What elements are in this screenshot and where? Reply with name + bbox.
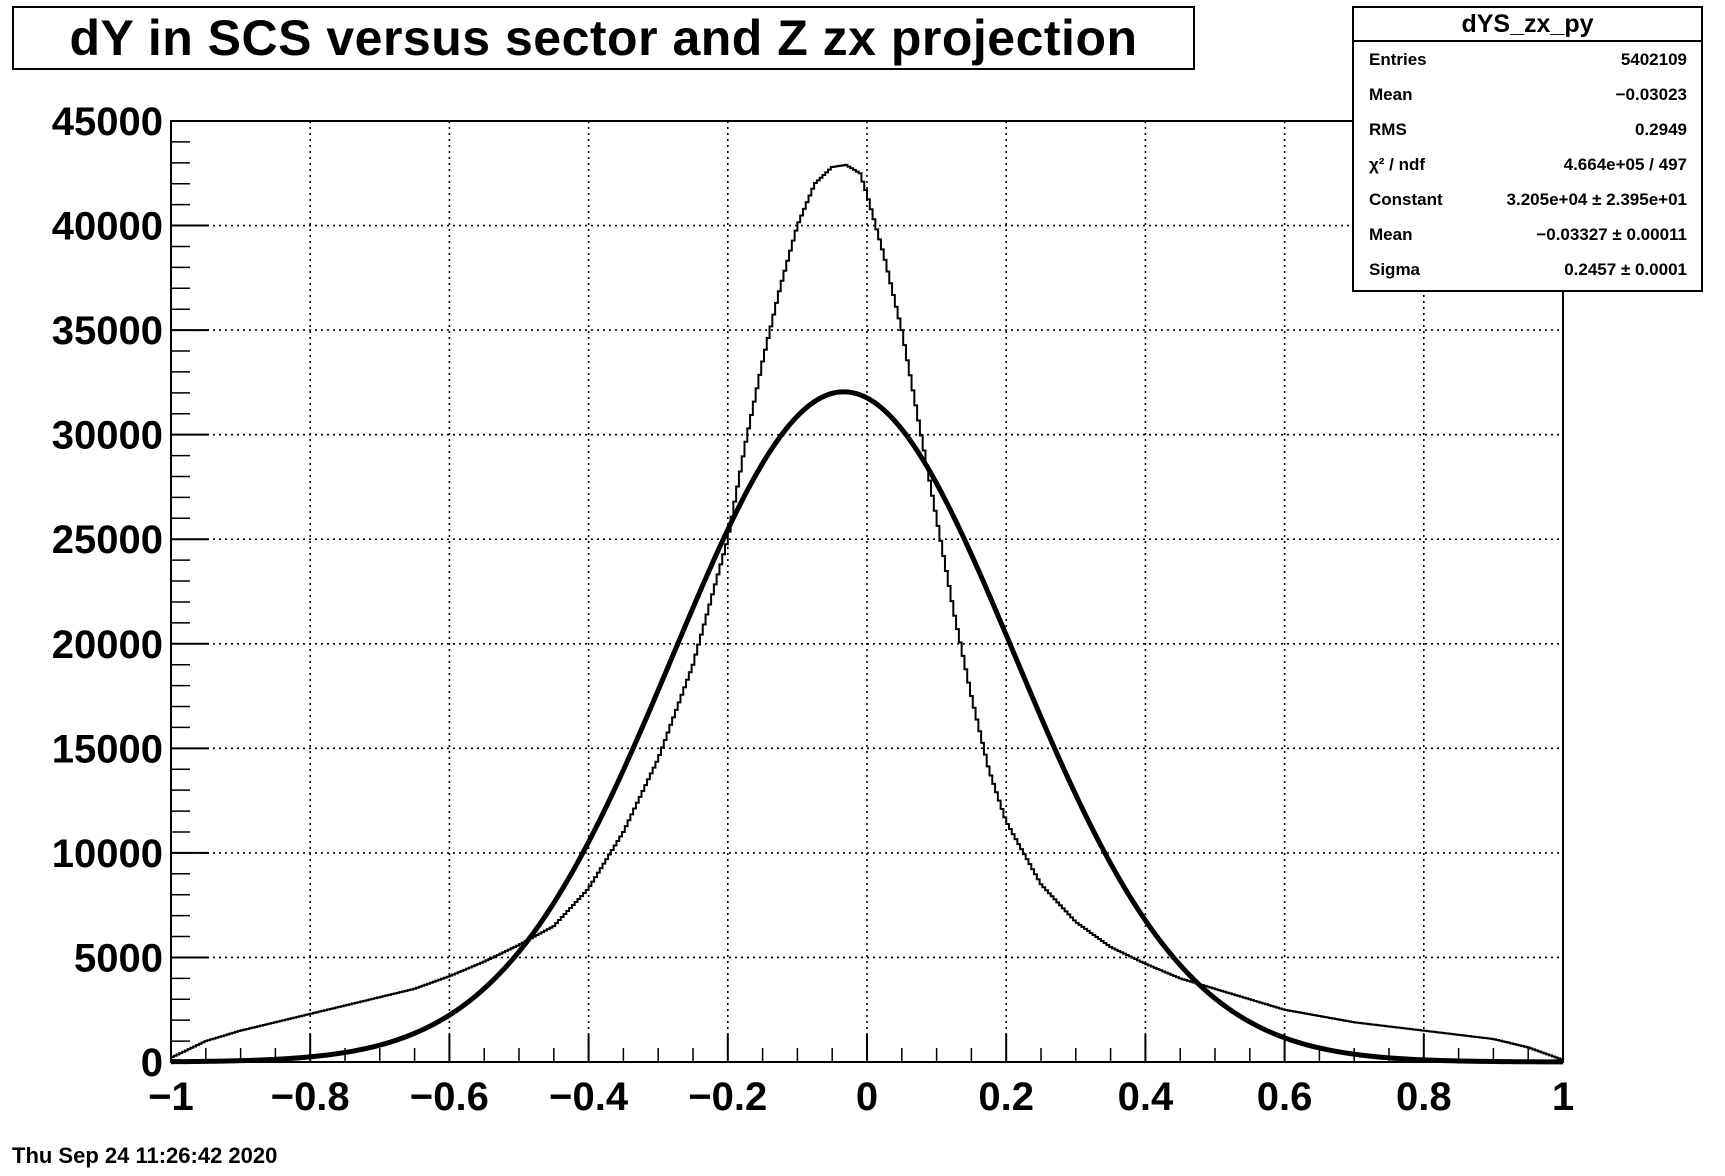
- stats-value: −0.03327 ± 0.00011: [1536, 224, 1687, 244]
- title-box: dY in SCS versus sector and Z zx project…: [12, 6, 1195, 70]
- x-tick-label: 0.2: [978, 1075, 1034, 1119]
- y-tick-label: 40000: [52, 205, 163, 249]
- stats-histogram-name: dYS_zx_py: [1354, 8, 1701, 42]
- histogram-series: [171, 163, 1563, 1061]
- stats-value: −0.03023: [1615, 84, 1687, 104]
- x-tick-label: −0.6: [410, 1075, 489, 1119]
- x-tick-label: −0.4: [549, 1075, 629, 1119]
- stats-box: dYS_zx_py Entries 5402109 Mean −0.03023 …: [1352, 6, 1703, 292]
- stats-row-entries: Entries 5402109: [1354, 42, 1701, 77]
- y-tick-label: 20000: [52, 623, 163, 667]
- stats-label: Mean: [1369, 84, 1413, 104]
- x-tick-label: 0.8: [1396, 1075, 1452, 1119]
- stats-label: Mean: [1369, 224, 1413, 244]
- y-tick-label: 25000: [52, 518, 163, 562]
- stats-label: Constant: [1369, 189, 1443, 209]
- grid: [171, 121, 1563, 1062]
- stats-row-rms: RMS 0.2949: [1354, 112, 1701, 147]
- y-tick-label: 15000: [52, 727, 163, 771]
- y-tick-label: 45000: [52, 100, 163, 144]
- stats-value: 5402109: [1620, 49, 1687, 69]
- stats-value: 0.2457 ± 0.0001: [1564, 259, 1687, 279]
- stats-row-chi2-ndf: χ² / ndf 4.664e+05 / 497: [1354, 147, 1701, 182]
- x-tick-label: 0.6: [1257, 1075, 1313, 1119]
- stats-label: Entries: [1369, 49, 1427, 69]
- y-tick-label: 5000: [74, 936, 163, 980]
- chart-title: dY in SCS versus sector and Z zx project…: [69, 10, 1138, 66]
- stats-row-mean: Mean −0.03023: [1354, 77, 1701, 112]
- x-tick-label: −1: [148, 1075, 194, 1119]
- y-tick-label: 10000: [52, 832, 163, 876]
- stats-label: RMS: [1369, 119, 1407, 139]
- x-tick-label: 1: [1552, 1075, 1574, 1119]
- x-tick-label: 0: [856, 1075, 878, 1119]
- timestamp: Thu Sep 24 11:26:42 2020: [12, 1143, 278, 1168]
- y-tick-label: 35000: [52, 309, 163, 353]
- x-tick-label: −0.8: [271, 1075, 350, 1119]
- stats-value: 0.2949: [1635, 119, 1687, 139]
- stats-value: 3.205e+04 ± 2.395e+01: [1506, 189, 1687, 209]
- x-tick-label: 0.4: [1118, 1075, 1174, 1119]
- x-tick-label: −0.2: [688, 1075, 767, 1119]
- stats-row-fit-mean: Mean −0.03327 ± 0.00011: [1354, 217, 1701, 252]
- gaussian-fit-curve: [170, 389, 1564, 1065]
- y-tick-label: 30000: [52, 414, 163, 458]
- stats-value: 4.664e+05 / 497: [1563, 154, 1687, 174]
- axis-tick-labels: −1 −0.8 −0.6 −0.4 −0.2 0 0.2 0.4 0.6 0.8 1 0 5000 100…: [52, 100, 1574, 1119]
- y-tick-label: 0: [141, 1041, 163, 1085]
- stats-label: Sigma: [1369, 259, 1421, 279]
- stats-label: χ² / ndf: [1369, 154, 1426, 174]
- stats-row-constant: Constant 3.205e+04 ± 2.395e+01: [1354, 182, 1701, 217]
- stats-row-sigma: Sigma 0.2457 ± 0.0001: [1354, 252, 1701, 287]
- plot-frame: [170, 120, 1564, 1063]
